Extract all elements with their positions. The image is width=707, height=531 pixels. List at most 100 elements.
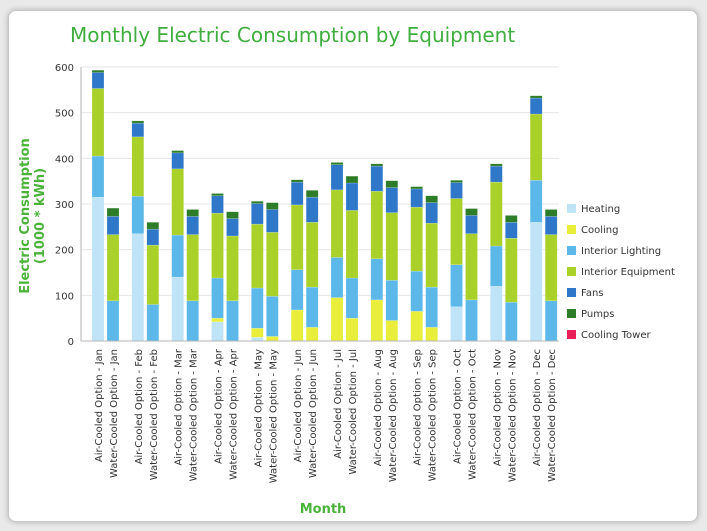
bars-layer bbox=[91, 69, 558, 342]
y-axis-title: Electric Consumption(1000 * kWh) bbox=[18, 138, 48, 294]
bar-segment bbox=[131, 122, 145, 138]
bar-segment bbox=[211, 321, 224, 342]
bar-segment bbox=[544, 300, 558, 342]
bar-segment bbox=[450, 198, 463, 265]
bar-segment bbox=[529, 222, 543, 342]
y-tick-label: 600 bbox=[55, 63, 74, 74]
x-tick-label: Water-Cooled Option - May bbox=[268, 349, 279, 483]
bar-segment bbox=[266, 209, 279, 233]
bar-segment bbox=[290, 204, 304, 271]
bar-segment bbox=[131, 136, 145, 197]
bar-segment bbox=[211, 277, 224, 319]
bar-segment bbox=[171, 152, 184, 170]
x-tick-label: Water-Cooled Option - Aug bbox=[388, 349, 399, 482]
bar-segment bbox=[146, 304, 160, 342]
bar-segment bbox=[490, 181, 503, 247]
bar-segment bbox=[91, 69, 105, 73]
y-tick-label: 400 bbox=[55, 154, 74, 165]
bar-segment bbox=[211, 195, 224, 214]
bar-segment bbox=[305, 286, 319, 328]
legend-swatch bbox=[567, 309, 576, 318]
bar-segment bbox=[425, 222, 438, 288]
bar-segment bbox=[330, 257, 344, 298]
bar-segment bbox=[251, 287, 264, 329]
bar-segment bbox=[425, 327, 438, 342]
bar-segment bbox=[131, 120, 145, 124]
x-tick-label: Air-Cooled Option - Aug bbox=[373, 349, 384, 466]
bar-segment bbox=[490, 165, 503, 183]
x-tick-label: Water-Cooled Option - Oct bbox=[468, 349, 479, 480]
bar-segment bbox=[385, 187, 399, 213]
bar-segment bbox=[505, 215, 518, 223]
x-tick-label: Water-Cooled Option - Feb bbox=[149, 349, 160, 480]
bar-segment bbox=[211, 193, 224, 197]
bar-segment bbox=[186, 234, 199, 302]
y-tick-label: 200 bbox=[55, 246, 74, 257]
bar-segment bbox=[91, 72, 105, 89]
bar-segment bbox=[385, 320, 399, 342]
bar-segment bbox=[345, 175, 359, 184]
bar-segment bbox=[490, 245, 503, 287]
bar-segment bbox=[425, 286, 438, 328]
bar-segment bbox=[226, 218, 239, 237]
bar-segment bbox=[251, 223, 264, 289]
bar-segment bbox=[226, 235, 239, 302]
x-tick-label: Air-Cooled Option - Sep bbox=[413, 349, 424, 466]
x-tick-label: Water-Cooled Option - Dec bbox=[547, 349, 558, 482]
bar-segment bbox=[465, 215, 478, 234]
bar-segment bbox=[211, 317, 224, 323]
bar-segment bbox=[146, 244, 160, 305]
bar-segment bbox=[186, 216, 199, 235]
legend-label: Interior Equipment bbox=[581, 267, 675, 278]
bar-segment bbox=[251, 337, 264, 342]
x-tick-label: Air-Cooled Option - May bbox=[253, 349, 264, 467]
bar-segment bbox=[171, 234, 184, 278]
bar-segment bbox=[106, 234, 120, 302]
legend-label: Fans bbox=[581, 288, 604, 299]
bar-segment bbox=[186, 300, 199, 342]
x-axis-title: Month bbox=[300, 502, 347, 517]
x-tick-label: Air-Cooled Option - Feb bbox=[134, 349, 145, 464]
bar-segment bbox=[410, 186, 423, 190]
x-tick-label: Water-Cooled Option - Apr bbox=[229, 348, 240, 480]
bar-segment bbox=[385, 212, 399, 281]
y-tick-label: 100 bbox=[55, 291, 74, 302]
bar-segment bbox=[490, 285, 503, 342]
x-tick-label: Air-Cooled Option - Jan bbox=[94, 349, 105, 462]
bar-segment bbox=[266, 295, 279, 337]
bar-segment bbox=[529, 113, 543, 181]
bar-segment bbox=[544, 209, 558, 217]
legend-label: Heating bbox=[581, 204, 620, 215]
bar-segment bbox=[410, 188, 423, 208]
bar-segment bbox=[91, 88, 105, 157]
bar-segment bbox=[131, 233, 145, 342]
bar-segment bbox=[544, 216, 558, 235]
bar-segment bbox=[226, 211, 239, 219]
bar-segment bbox=[385, 280, 399, 321]
bar-segment bbox=[131, 195, 145, 234]
x-tick-label: Air-Cooled Option - Mar bbox=[174, 348, 185, 465]
legend-swatch bbox=[567, 330, 576, 339]
legend-swatch bbox=[567, 204, 576, 213]
bar-segment bbox=[370, 299, 384, 342]
chart-svg: Monthly Electric Consumption by Equipmen… bbox=[18, 23, 675, 517]
bar-segment bbox=[251, 201, 264, 204]
grid-layer bbox=[81, 66, 559, 342]
legend-swatch bbox=[567, 288, 576, 297]
bar-segment bbox=[330, 189, 344, 258]
bar-segment bbox=[290, 179, 304, 183]
bar-segment bbox=[465, 233, 478, 301]
bar-segment bbox=[171, 276, 184, 342]
bar-segment bbox=[330, 297, 344, 342]
bar-segment bbox=[345, 210, 359, 279]
bar-segment bbox=[266, 232, 279, 297]
bar-segment bbox=[106, 207, 120, 217]
bar-segment bbox=[106, 216, 120, 235]
x-tick-label: Water-Cooled Option - Jun bbox=[308, 349, 319, 478]
bar-segment bbox=[425, 202, 438, 224]
bar-segment bbox=[171, 168, 184, 236]
chart-title: Monthly Electric Consumption by Equipmen… bbox=[70, 23, 515, 47]
bar-segment bbox=[505, 222, 518, 239]
legend-label: Interior Lighting bbox=[581, 246, 661, 257]
bar-segment bbox=[290, 309, 304, 342]
